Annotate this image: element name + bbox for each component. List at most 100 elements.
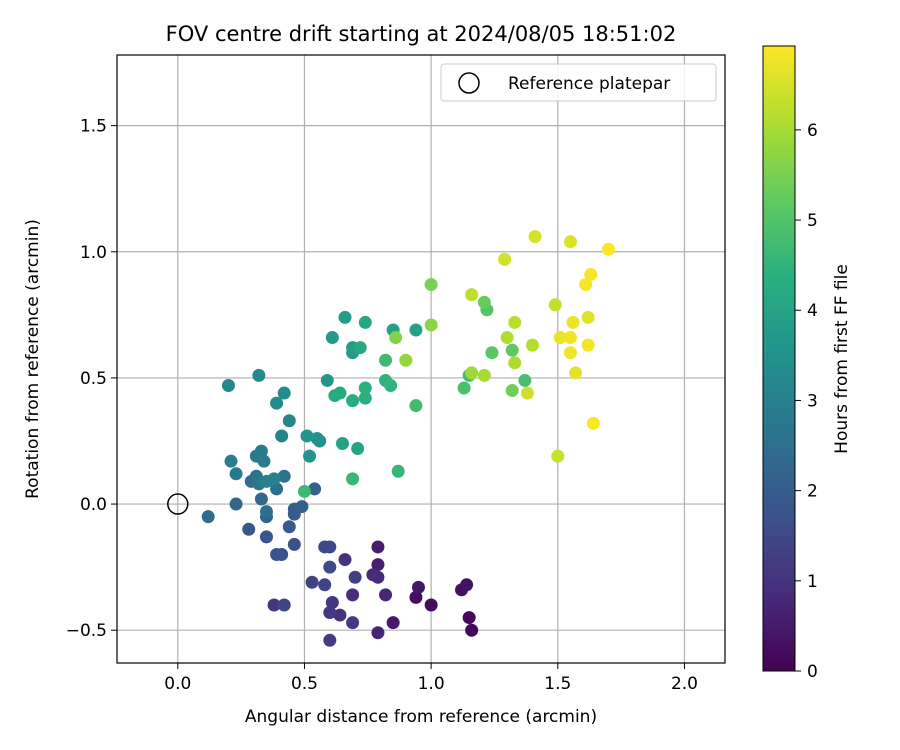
y-axis-ticks: −0.5 0.0 0.5 1.0 1.5 [66,117,117,641]
data-point [553,331,567,345]
data-point [424,598,438,612]
data-point [277,469,291,483]
data-point [254,444,268,458]
colorbar [762,45,796,672]
data-point [320,373,334,387]
reference-platepar-marker [167,493,189,515]
x-tick-label: 1.5 [544,674,571,694]
data-point [371,626,385,640]
grid-lines [117,55,725,663]
x-tick-label: 1.0 [418,674,445,694]
data-point [325,595,339,609]
y-tick-label: 0.0 [80,495,107,515]
data-point [252,368,266,382]
colorbar-tick-label: 4 [807,301,818,321]
data-point [282,414,296,428]
chart-title: FOV centre drift starting at 2024/08/05 … [166,22,677,46]
data-point [254,492,268,506]
colorbar-tick-label: 5 [807,211,818,231]
plot-frame [116,54,726,664]
data-point [277,386,291,400]
data-point [333,608,347,622]
data-point [338,310,352,324]
data-point [305,575,319,589]
data-point [229,467,243,481]
data-point [586,416,600,430]
data-point [465,366,479,380]
data-point [242,522,256,536]
data-point [525,338,539,352]
data-point [563,346,577,360]
data-points [201,230,615,647]
x-tick-label: 0.5 [291,674,318,694]
data-point [386,616,400,630]
data-point [548,298,562,312]
data-point [581,310,595,324]
colorbar-tick-label: 2 [807,482,818,502]
data-point [346,588,360,602]
data-point [310,431,324,445]
data-point [270,396,284,410]
x-axis-label: Angular distance from reference (arcmin) [245,707,597,727]
y-axis-label: Rotation from reference (arcmin) [23,219,43,499]
data-point [569,366,583,380]
data-point [282,520,296,534]
data-point [581,338,595,352]
data-point [346,472,360,486]
data-point [498,252,512,266]
data-point [399,353,413,367]
data-point [346,616,360,630]
colorbar-tick-label: 3 [807,391,818,411]
data-point [224,454,238,468]
data-point [500,331,514,345]
data-point [358,391,372,405]
data-point [335,437,349,451]
colorbar-ticks: 0 1 2 3 4 5 6 [795,121,818,682]
data-point [371,558,385,572]
data-point [379,588,393,602]
y-tick-label: −0.5 [66,621,107,641]
data-point [424,278,438,292]
data-point [300,429,314,443]
data-point [277,598,291,612]
data-point [348,570,362,584]
data-point [323,560,337,574]
legend: Reference platepar [440,63,717,102]
data-point [351,442,365,456]
data-point [411,580,425,594]
data-point [328,389,342,403]
data-point [275,429,289,443]
data-point [551,449,565,463]
data-point [346,394,360,408]
data-point [465,288,479,302]
data-point [520,386,534,400]
data-point [287,537,301,551]
data-point [477,368,491,382]
legend-entry-label: Reference platepar [508,74,670,94]
data-point [295,500,309,514]
data-point [358,381,372,395]
data-point [259,530,273,544]
data-point [563,331,577,345]
data-point [257,454,271,468]
data-point [409,590,423,604]
data-point [308,482,322,496]
data-point [579,278,593,292]
data-point [358,315,372,329]
data-point [462,611,476,625]
y-tick-label: 1.0 [80,243,107,263]
data-point [518,373,532,387]
colorbar-tick-label: 1 [807,572,818,592]
data-point [424,318,438,332]
x-tick-label: 0.0 [164,674,191,694]
data-point [389,331,403,345]
data-point [505,343,519,357]
y-tick-label: 1.5 [80,117,107,137]
data-point [259,505,273,519]
data-point [275,548,289,562]
data-point [267,598,281,612]
data-point [505,384,519,398]
data-point [391,464,405,478]
data-point [221,378,235,392]
